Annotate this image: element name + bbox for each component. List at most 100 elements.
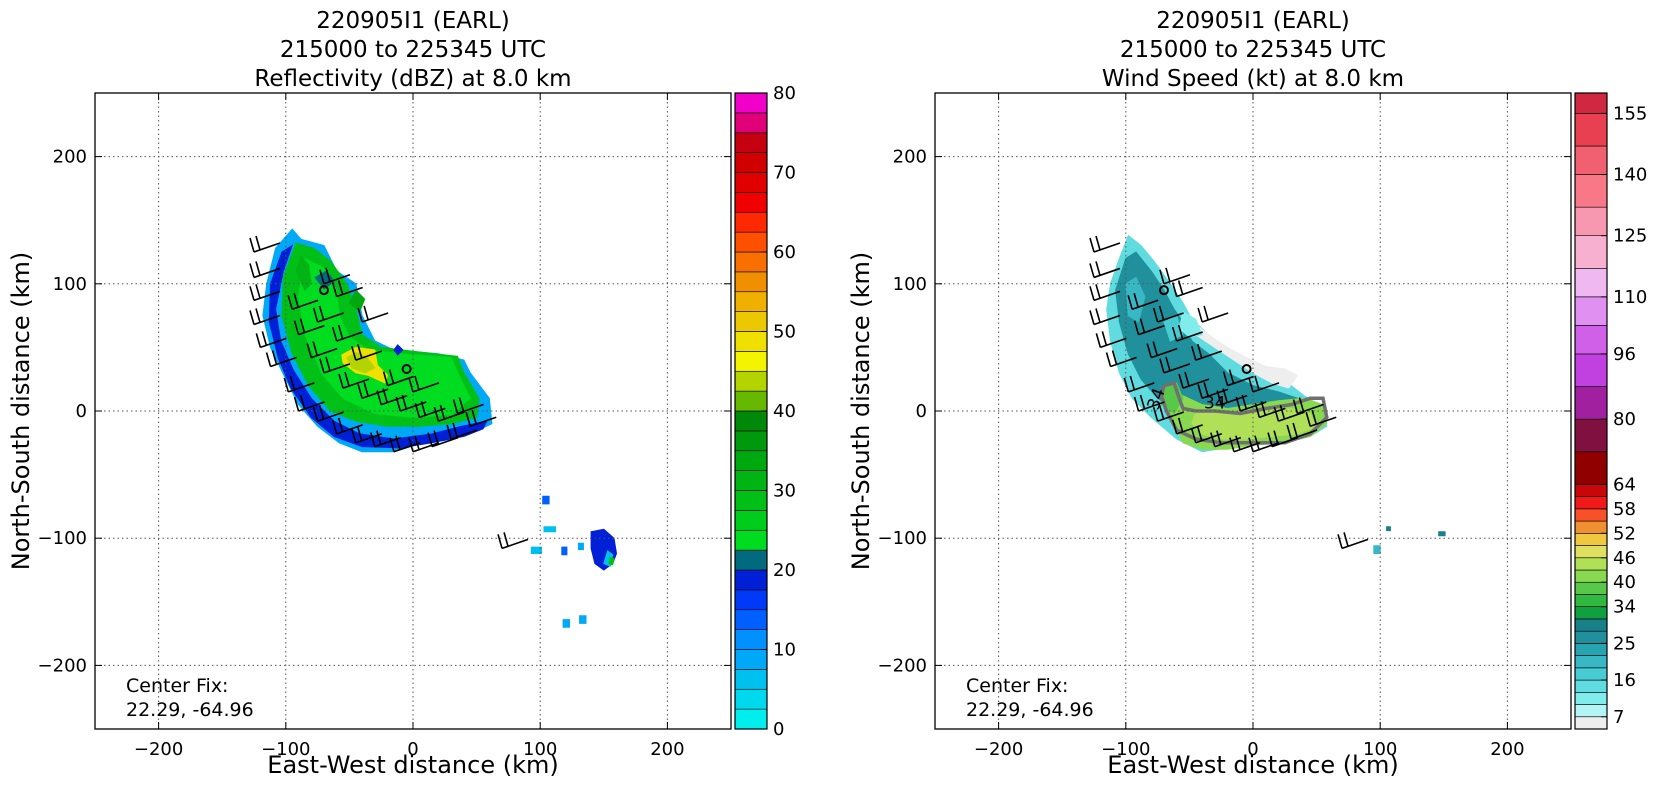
center-marker bbox=[401, 364, 412, 375]
colorbar-swatch bbox=[734, 351, 768, 372]
colorbar-tick-label: 125 bbox=[1613, 226, 1647, 247]
colorbar-tick-label: 58 bbox=[1613, 499, 1636, 520]
data-region bbox=[1438, 531, 1446, 537]
chart-panel-2: 220905I1 (EARL) 215000 to 225345 UTC Wind … bbox=[847, 8, 1647, 779]
y-tick-label: 200 bbox=[893, 147, 927, 168]
colorbar-swatch bbox=[734, 132, 768, 153]
title-line: 220905I1 (EARL) bbox=[316, 8, 510, 34]
wind-barb bbox=[312, 305, 344, 323]
wind-barb bbox=[1273, 404, 1305, 422]
colorbar-swatch bbox=[1574, 451, 1608, 485]
data-region bbox=[1178, 311, 1203, 338]
colorbar-swatch bbox=[734, 609, 768, 630]
wind-barb bbox=[1286, 422, 1318, 440]
x-tick-label: 100 bbox=[1363, 739, 1397, 760]
wind-barb bbox=[408, 435, 440, 453]
title-line: Reflectivity (dBZ) at 8.0 km bbox=[254, 66, 571, 92]
y-tick-label: 0 bbox=[916, 401, 927, 422]
colorbar-tick-label: 60 bbox=[773, 242, 796, 263]
wind-barb bbox=[1089, 308, 1121, 326]
wind-barb bbox=[1267, 430, 1299, 448]
wind-barb bbox=[446, 422, 478, 440]
wind-barb bbox=[265, 350, 297, 368]
wind-barb bbox=[255, 331, 287, 349]
wind-barb bbox=[1095, 331, 1127, 349]
wind-barb bbox=[1178, 371, 1210, 389]
colorbar-swatch bbox=[734, 172, 768, 193]
colorbar-swatch bbox=[1574, 643, 1608, 656]
x-tick-label: 0 bbox=[1247, 739, 1258, 760]
wind-barb bbox=[357, 305, 389, 323]
colorbar-swatch bbox=[734, 231, 768, 253]
center-fix-label: Center Fix: bbox=[966, 675, 1068, 697]
wind-barb bbox=[1305, 410, 1337, 428]
data-region bbox=[530, 546, 542, 554]
colorbar-tick-label: 80 bbox=[1613, 409, 1636, 430]
colorbar-swatch bbox=[734, 152, 768, 173]
data-region bbox=[543, 526, 556, 533]
y-tick-label: 0 bbox=[76, 401, 87, 422]
colorbar-swatch bbox=[734, 430, 768, 452]
y-tick-label: 200 bbox=[53, 147, 87, 168]
data-region bbox=[542, 495, 550, 505]
colorbar-swatch bbox=[1574, 268, 1608, 298]
wind-barb bbox=[1146, 341, 1178, 359]
data-region bbox=[1195, 323, 1299, 389]
colorbar-swatch bbox=[734, 291, 768, 312]
colorbar-tick-label: 52 bbox=[1613, 523, 1636, 544]
x-axis-label: East-West distance (km) bbox=[1107, 751, 1398, 779]
colorbar-swatch bbox=[734, 549, 768, 571]
wind-barb bbox=[1133, 394, 1165, 412]
wind-barb bbox=[1171, 417, 1203, 435]
colorbar-swatch bbox=[1574, 704, 1608, 718]
data-region bbox=[295, 254, 312, 292]
center-marker bbox=[1241, 364, 1252, 375]
colorbar-swatch bbox=[734, 470, 768, 491]
wind-barb bbox=[319, 267, 351, 285]
wind-barb bbox=[427, 430, 459, 448]
wind-barb bbox=[408, 375, 440, 393]
wind-barb bbox=[1089, 235, 1121, 253]
colorbar-tick-label: 80 bbox=[773, 83, 796, 104]
wind-barb bbox=[1171, 280, 1203, 298]
colorbar-swatch bbox=[1574, 496, 1608, 510]
data-region bbox=[1373, 545, 1381, 554]
wind-barbs bbox=[1089, 235, 1369, 550]
flight-marker bbox=[1158, 285, 1169, 296]
colorbar-swatch bbox=[734, 92, 768, 114]
colorbar-swatch bbox=[1574, 145, 1608, 175]
colorbar-swatch bbox=[1574, 618, 1608, 632]
colorbar-swatch bbox=[734, 192, 768, 213]
colorbar-swatch bbox=[1574, 325, 1608, 355]
colorbar-swatch bbox=[734, 311, 768, 332]
colorbar: 0 10 20 30 40 50 60 70 80 bbox=[734, 83, 796, 740]
wind-barb bbox=[1159, 356, 1191, 374]
colorbar-swatch bbox=[1574, 235, 1608, 269]
data-region bbox=[562, 619, 570, 628]
y-axis-label: North-South distance (km) bbox=[847, 252, 875, 571]
colorbar-swatch bbox=[734, 688, 768, 710]
y-axis-label: North-South distance (km) bbox=[7, 252, 35, 571]
wind-barb bbox=[1133, 318, 1165, 336]
colorbar-tick-label: 155 bbox=[1613, 103, 1647, 124]
colorbar-tick-label: 30 bbox=[773, 481, 796, 502]
colorbar-swatch bbox=[734, 271, 768, 293]
x-tick-label: −100 bbox=[261, 739, 310, 760]
center-fix-value: 22.29, -64.96 bbox=[126, 699, 254, 721]
wind-barb bbox=[350, 343, 383, 361]
colorbar-tick-label: 40 bbox=[1613, 572, 1636, 593]
title-line: 215000 to 225345 UTC bbox=[1120, 37, 1386, 63]
x-tick-label: 0 bbox=[407, 739, 418, 760]
colorbar-swatch bbox=[1574, 716, 1608, 730]
colorbar-tick-label: 16 bbox=[1613, 670, 1636, 691]
y-tick-label: −200 bbox=[878, 655, 927, 676]
colorbar-tick-label: 96 bbox=[1613, 344, 1636, 365]
wind-barb bbox=[389, 435, 421, 453]
wind-barb bbox=[1292, 397, 1324, 415]
wind-barb bbox=[293, 394, 325, 412]
colorbar-swatch bbox=[734, 370, 768, 392]
colorbar-tick-label: 40 bbox=[773, 401, 796, 422]
colorbar-swatch bbox=[1574, 174, 1608, 208]
data-region bbox=[314, 270, 335, 290]
